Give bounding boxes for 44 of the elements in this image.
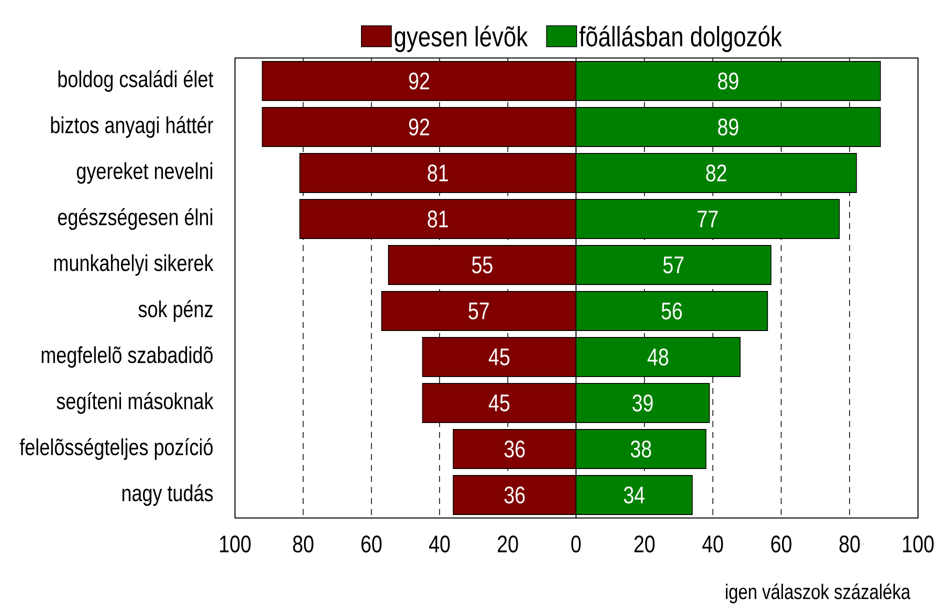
legend-label: fõállásban dolgozók <box>579 26 782 52</box>
data-label: 45 <box>488 394 510 412</box>
x-tick-label: 0 <box>571 536 581 553</box>
x-axis-title: igen válaszok százaléka <box>726 584 910 604</box>
legend-label: gyesen lévõk <box>394 26 528 52</box>
data-label: 92 <box>409 118 430 136</box>
data-label: 55 <box>472 256 492 274</box>
y-tick-label: boldog családi élet <box>58 70 214 92</box>
data-label: 77 <box>698 210 718 228</box>
x-tick-label: 20 <box>634 536 655 553</box>
y-tick-label: sok pénz <box>138 300 213 322</box>
data-label: 81 <box>428 164 448 182</box>
y-tick-label: gyereket nevelni <box>76 162 212 184</box>
x-tick-label: 60 <box>361 536 382 553</box>
x-tick-label: 20 <box>498 536 518 553</box>
data-label: 38 <box>630 440 652 458</box>
data-label: 57 <box>468 302 489 320</box>
data-label: 92 <box>409 72 430 90</box>
x-tick-label: 40 <box>702 536 723 553</box>
y-tick-label: biztos anyagi háttér <box>51 116 214 138</box>
x-tick-label: 40 <box>429 536 450 553</box>
data-label: 56 <box>662 302 682 320</box>
data-label: 82 <box>706 164 726 182</box>
y-tick-label: segíteni másoknak <box>56 392 214 414</box>
data-label: 34 <box>624 486 645 504</box>
y-tick-label: nagy tudás <box>122 484 213 506</box>
x-tick-label: 60 <box>771 536 792 553</box>
x-tick-label: 80 <box>293 536 314 553</box>
y-tick-label: egészségesen élni <box>58 208 212 230</box>
data-label: 36 <box>504 440 525 458</box>
x-tick-label: 80 <box>840 536 860 553</box>
data-label: 89 <box>718 72 738 90</box>
y-tick-label: megfelelõ szabadidõ <box>42 346 213 368</box>
data-label: 48 <box>648 348 668 366</box>
data-label: 89 <box>718 118 738 136</box>
data-label: 39 <box>632 394 653 412</box>
data-label: 36 <box>504 486 525 504</box>
x-tick-label: 100 <box>903 536 934 553</box>
data-label: 81 <box>428 210 448 228</box>
x-tick-label: 100 <box>220 536 251 553</box>
data-label: 45 <box>488 348 510 366</box>
data-label: 57 <box>663 256 684 274</box>
y-tick-label: munkahelyi sikerek <box>54 254 214 276</box>
y-tick-label: felelõsségteljes pozíció <box>20 438 213 460</box>
